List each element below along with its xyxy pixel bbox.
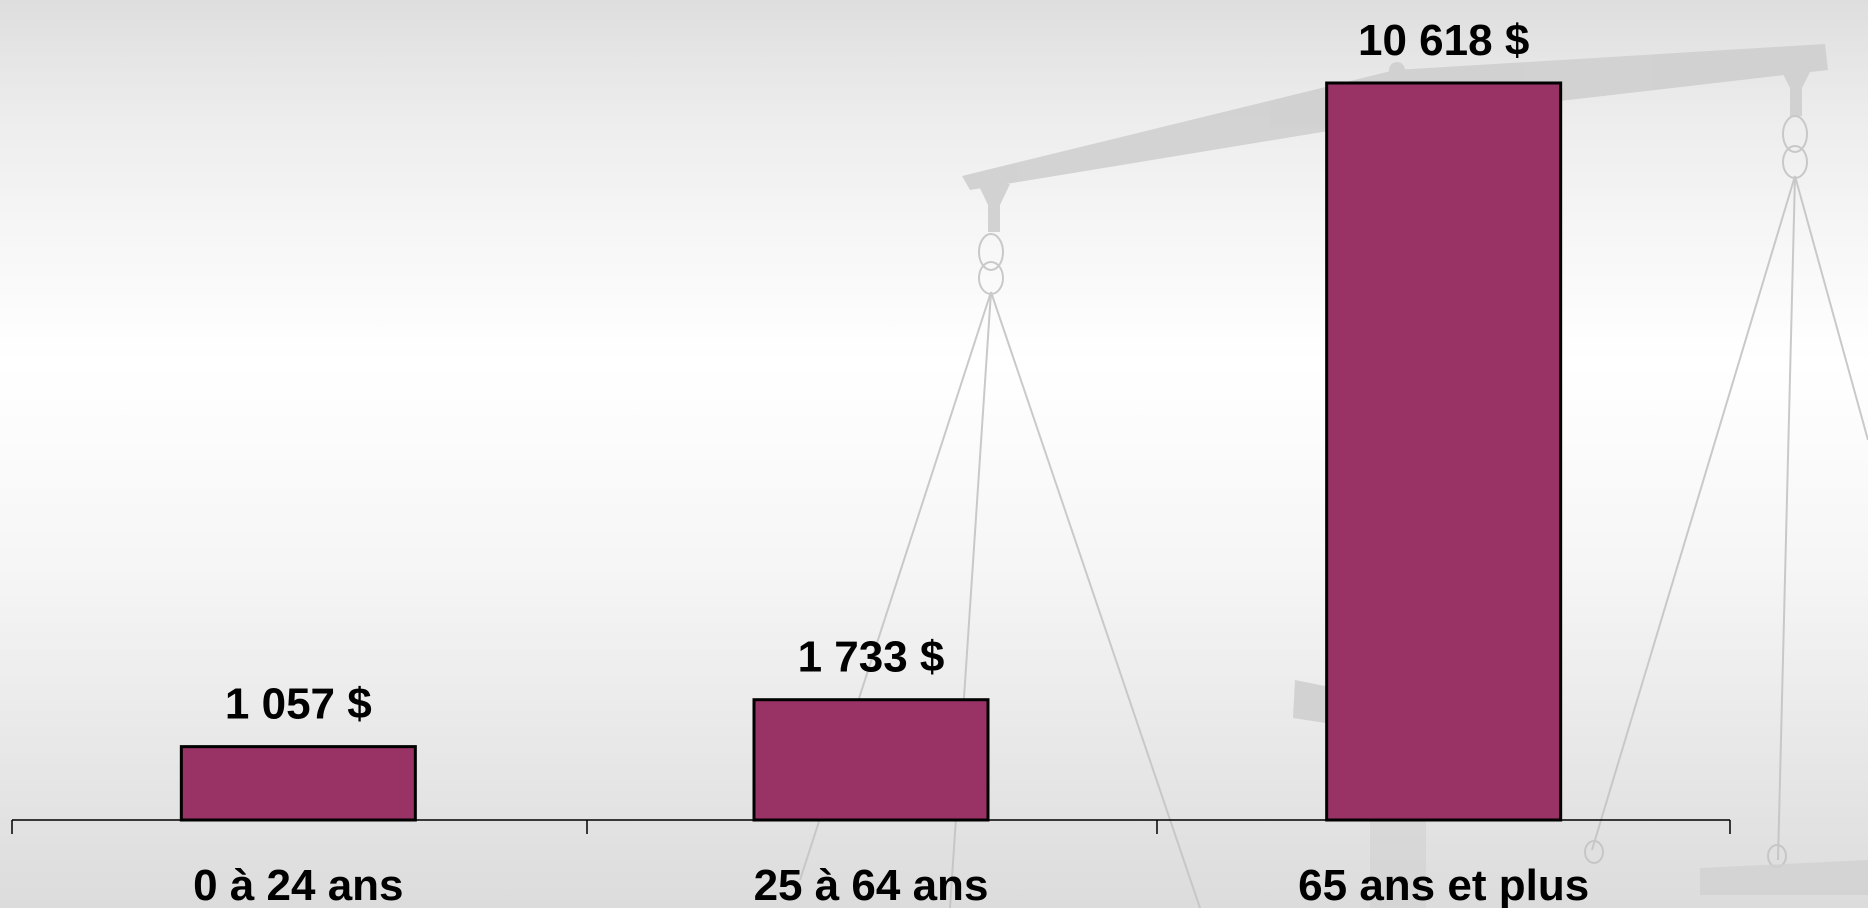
x-tick-label: 25 à 64 ans: [754, 861, 989, 908]
x-tick-label: 65 ans et plus: [1298, 861, 1589, 908]
category-labels-group: 0 à 24 ans 25 à 64 ans 65 ans et plus: [193, 861, 1589, 908]
bar: [179, 745, 417, 822]
bar: [1325, 81, 1563, 822]
data-label: 1 733 $: [798, 633, 945, 682]
data-label: 1 057 $: [225, 680, 372, 729]
x-axis: [11, 819, 1731, 834]
x-tick-label: 0 à 24 ans: [193, 861, 403, 908]
bars-group: [179, 81, 1563, 822]
bar: [752, 698, 990, 822]
value-labels-group: 1 057 $ 1 733 $ 10 618 $: [225, 16, 1529, 729]
data-label: 10 618 $: [1358, 16, 1529, 65]
